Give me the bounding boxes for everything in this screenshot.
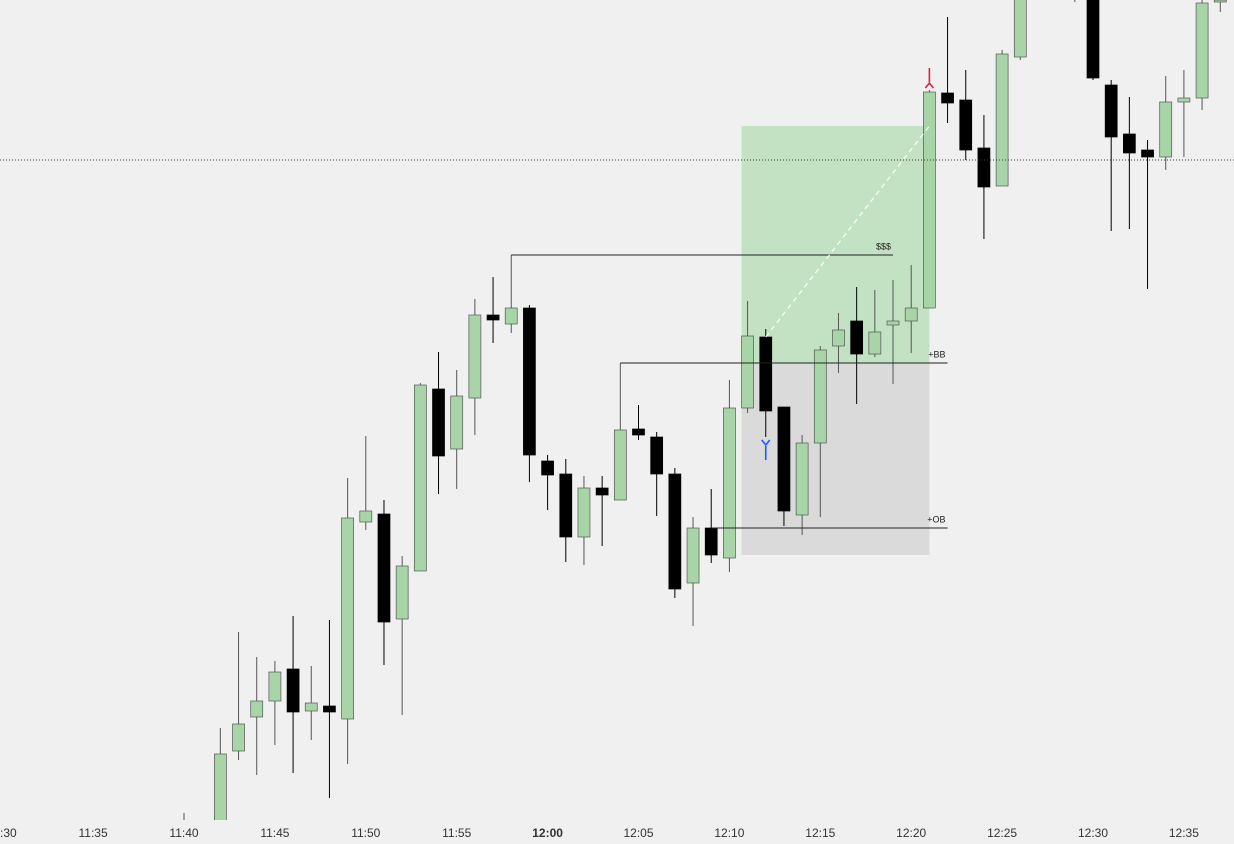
x-tick-label: 12:15 — [805, 826, 835, 840]
up-body — [304, 702, 318, 712]
down-body — [1123, 133, 1136, 154]
up-body — [468, 314, 482, 399]
x-tick-label: 12:30 — [1078, 826, 1108, 840]
up-body — [250, 700, 264, 718]
x-tick-label: 12:05 — [623, 826, 653, 840]
up-body — [795, 442, 809, 516]
down-body — [704, 527, 718, 556]
down-body — [323, 705, 336, 713]
up-body — [886, 320, 900, 326]
up-body — [1213, 0, 1227, 3]
entry-arrow — [761, 439, 771, 460]
up-body — [1013, 0, 1027, 58]
up-body — [577, 487, 591, 538]
x-tick-label: 12:25 — [987, 826, 1017, 840]
down-body — [1104, 84, 1118, 138]
up-body — [504, 307, 518, 325]
up-body — [923, 91, 936, 309]
x-tick-label: :30 — [0, 826, 17, 840]
x-tick-label: 11:50 — [351, 826, 380, 840]
up-body — [341, 517, 354, 720]
target-zone — [741, 126, 930, 363]
level-label: $$$ — [876, 241, 891, 251]
up-body — [813, 349, 827, 444]
up-body — [395, 565, 409, 620]
level-label: +BB — [928, 349, 945, 359]
down-body — [759, 336, 773, 412]
up-body — [741, 335, 754, 409]
up-body — [450, 395, 464, 450]
up-body — [232, 723, 245, 752]
arrow-head — [924, 81, 935, 89]
down-body — [1086, 0, 1100, 79]
x-tick-label: 11:35 — [79, 826, 108, 840]
down-body — [1141, 149, 1154, 158]
up-body — [1159, 101, 1173, 158]
x-tick-label: 12:00 — [532, 826, 563, 840]
stop-zone — [741, 363, 930, 555]
up-body — [995, 53, 1009, 187]
down-body — [632, 428, 645, 436]
down-body — [432, 388, 445, 457]
up-body — [868, 331, 882, 355]
up-body — [723, 407, 736, 559]
up-body — [686, 527, 700, 584]
down-body — [377, 513, 391, 623]
down-body — [650, 436, 664, 475]
x-tick-label: 11:55 — [442, 826, 471, 840]
x-tick-label: 12:10 — [714, 826, 744, 840]
down-body — [959, 99, 973, 151]
overlays: $$$ +BB +OB — [0, 68, 1234, 529]
up-body — [832, 329, 845, 347]
exit-arrow — [924, 68, 935, 89]
up-body — [214, 753, 227, 820]
down-body — [559, 473, 573, 538]
up-body — [1195, 2, 1209, 99]
up-body — [413, 384, 427, 572]
down-body — [595, 487, 609, 496]
up-body — [359, 510, 373, 523]
level-label: +OB — [927, 514, 945, 524]
down-body — [523, 307, 536, 456]
down-body — [850, 320, 864, 355]
down-body — [486, 314, 500, 321]
up-body — [904, 307, 918, 322]
down-body — [777, 406, 791, 512]
x-axis: :30 11:35 11:40 11:45 11:50 11:55 12:00 12:05 12… — [0, 826, 1199, 840]
down-body — [668, 473, 682, 590]
candles — [183, 0, 1227, 820]
down-body — [977, 147, 991, 188]
x-tick-label: 12:35 — [1169, 826, 1199, 840]
x-tick-label: 11:45 — [260, 826, 289, 840]
up-body — [268, 671, 282, 702]
up-body — [613, 429, 627, 501]
down-body — [286, 668, 300, 713]
down-body — [541, 460, 554, 476]
arrow-head — [761, 439, 771, 447]
up-body — [1177, 97, 1191, 103]
x-tick-label: 12:20 — [896, 826, 926, 840]
down-body — [941, 92, 954, 104]
x-tick-label: 11:40 — [169, 826, 198, 840]
